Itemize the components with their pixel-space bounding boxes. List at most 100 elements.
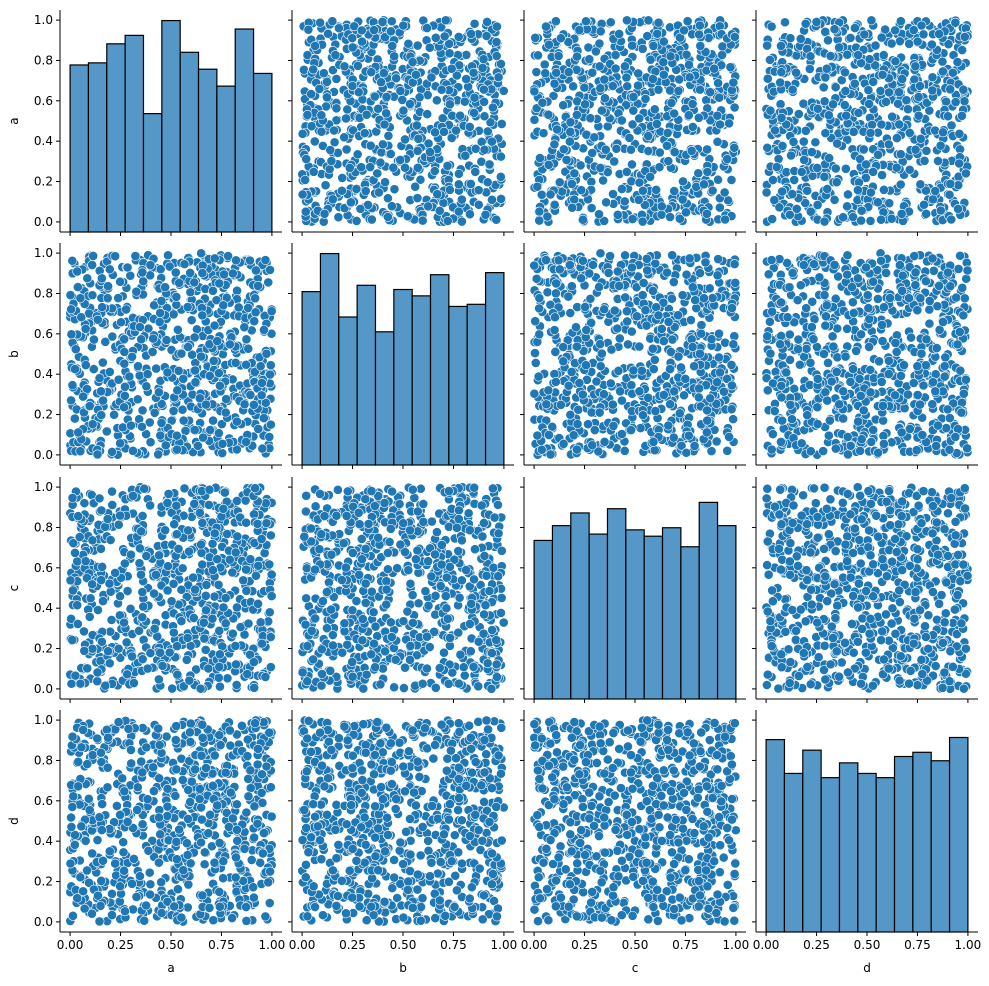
scatter-point: [605, 251, 615, 261]
scatter-point: [726, 404, 737, 415]
scatter-point: [784, 209, 795, 220]
scatter-point: [695, 41, 706, 51]
scatter-point: [842, 49, 853, 60]
scatter-point: [491, 214, 502, 225]
scatter-point: [103, 281, 113, 292]
scatter-point: [360, 186, 371, 196]
scatter-point: [648, 364, 659, 374]
scatter-point: [245, 255, 255, 266]
scatter-point: [912, 361, 923, 372]
scatter-point: [890, 338, 901, 348]
scatter-point: [297, 128, 308, 139]
scatter-point: [640, 93, 651, 104]
scatter-point: [939, 361, 950, 372]
scatter-point: [766, 444, 777, 455]
scatter-point: [785, 33, 796, 44]
scatter-point: [213, 368, 224, 379]
scatter-point: [121, 304, 131, 315]
scatter-point: [636, 365, 647, 376]
scatter-point: [666, 98, 677, 108]
scatter-point: [619, 196, 630, 207]
scatter-point: [729, 31, 740, 42]
scatter-point: [653, 310, 664, 321]
scatter-point: [383, 130, 394, 141]
scatter-point: [479, 96, 489, 107]
scatter-point: [931, 343, 942, 353]
scatter-point: [595, 361, 606, 372]
scatter-point: [456, 194, 467, 205]
scatter-point: [259, 325, 269, 335]
scatter-point: [543, 385, 554, 396]
scatter-point: [357, 36, 367, 47]
scatter-point: [787, 84, 798, 95]
scatter-point: [162, 367, 173, 378]
scatter-point: [696, 328, 707, 339]
scatter-point: [568, 81, 579, 92]
scatter-point: [877, 320, 887, 330]
scatter-point: [916, 348, 927, 359]
scatter-point: [945, 84, 956, 95]
scatter-point: [649, 104, 660, 115]
scatter-point: [101, 426, 112, 437]
scatter-point: [709, 63, 720, 74]
scatter-point: [534, 215, 545, 226]
scatter-point: [832, 352, 843, 363]
scatter-point: [906, 332, 916, 343]
scatter-point: [117, 422, 128, 433]
scatter-point: [440, 15, 451, 26]
scatter-point: [652, 28, 663, 39]
histogram-bar: [142, 112, 163, 233]
scatter-point: [763, 269, 774, 280]
scatter-point: [633, 194, 644, 205]
scatter-point: [842, 323, 853, 334]
scatter-point: [67, 380, 78, 391]
scatter-point: [212, 336, 223, 346]
scatter-point: [961, 273, 972, 284]
scatter-point: [591, 376, 602, 387]
scatter-point: [856, 205, 867, 216]
scatter-point: [566, 367, 577, 377]
scatter-point: [125, 270, 136, 281]
scatter-point: [233, 302, 244, 313]
scatter-point: [868, 166, 879, 177]
scatter-point: [842, 201, 853, 212]
scatter-point: [532, 181, 543, 192]
scatter-point: [453, 31, 464, 42]
scatter-point: [628, 92, 639, 102]
scatter-point: [622, 306, 632, 317]
scatter-point: [318, 140, 328, 151]
scatter-point: [957, 282, 968, 293]
scatter-point: [784, 329, 795, 340]
scatter-point: [542, 211, 553, 222]
scatter-point: [587, 148, 598, 158]
scatter-point: [413, 133, 424, 144]
scatter-point: [92, 449, 103, 460]
scatter-point: [890, 25, 901, 36]
scatter-point: [841, 110, 852, 121]
histogram-bar: [319, 252, 340, 466]
scatter-point: [89, 334, 99, 345]
scatter-point: [430, 127, 440, 138]
scatter-point: [859, 29, 870, 40]
scatter-point: [705, 87, 716, 98]
scatter-point: [912, 390, 923, 400]
scatter-point: [558, 342, 569, 352]
scatter-point: [910, 61, 921, 72]
scatter-point: [444, 184, 455, 195]
histogram-bar: [429, 274, 450, 466]
scatter-point: [712, 110, 723, 121]
scatter-point: [904, 424, 915, 434]
scatter-point: [594, 282, 604, 293]
scatter-point: [134, 370, 145, 381]
scatter-point: [699, 293, 709, 304]
scatter-point: [614, 333, 625, 344]
scatter-point: [621, 72, 632, 83]
scatter-point: [890, 56, 901, 67]
scatter-point: [310, 41, 320, 51]
scatter-point: [232, 285, 242, 296]
scatter-point: [594, 407, 605, 418]
scatter-point: [786, 150, 796, 161]
scatter-point: [80, 360, 91, 370]
scatter-point: [915, 81, 925, 91]
scatter-point: [365, 162, 376, 172]
